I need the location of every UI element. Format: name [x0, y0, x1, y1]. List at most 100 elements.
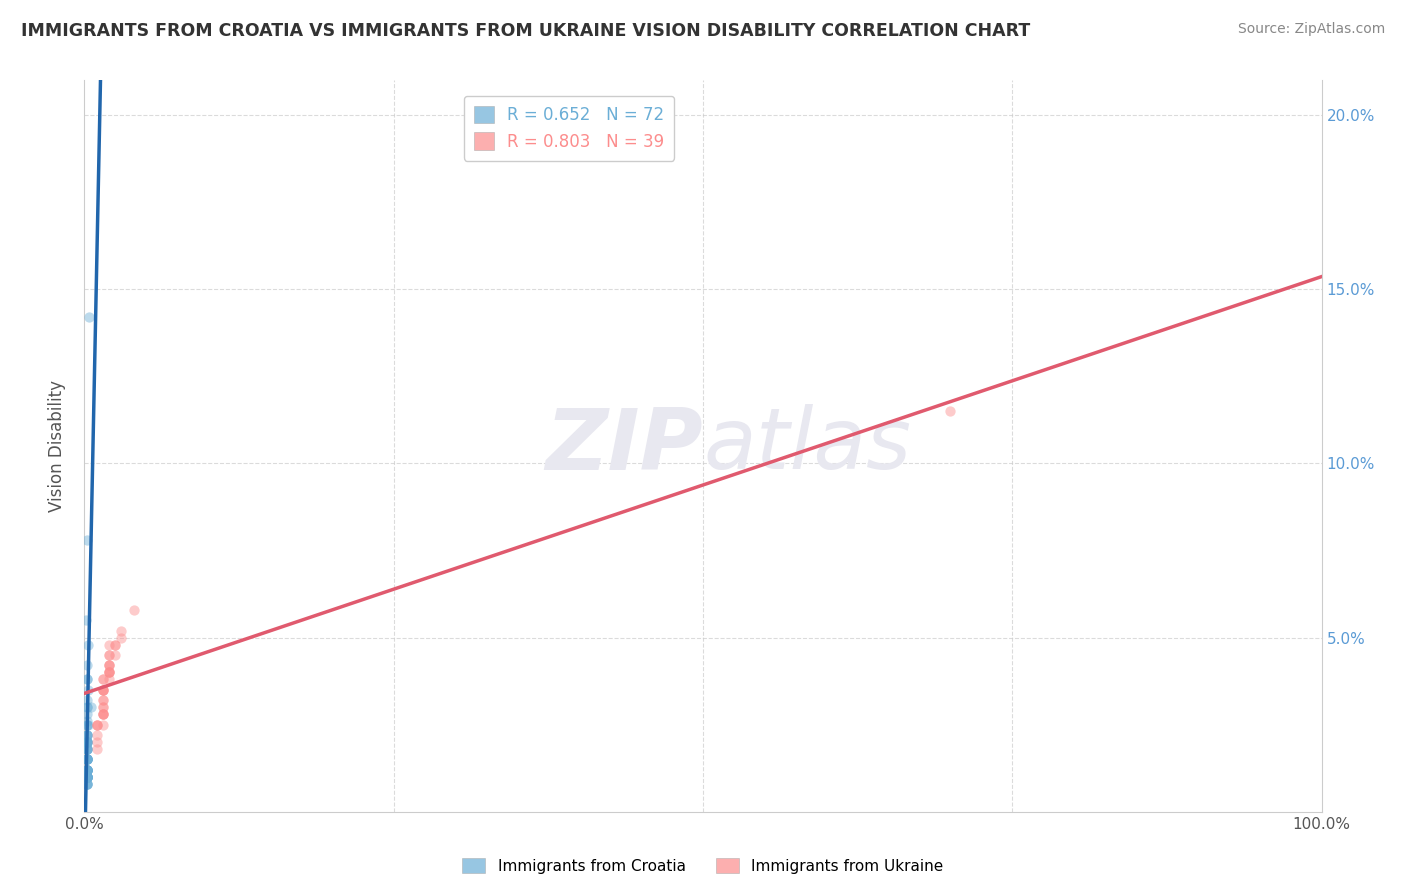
Point: [91, 673, 114, 687]
Point: [76, 742, 98, 756]
Point: [76, 770, 98, 784]
Point: [76, 742, 98, 756]
Point: [76, 700, 98, 714]
Point: [98, 665, 121, 680]
Point: [76, 770, 98, 784]
Point: [76, 763, 98, 777]
Point: [91, 700, 114, 714]
Point: [110, 631, 132, 645]
Point: [76, 735, 98, 749]
Point: [76, 752, 98, 766]
Point: [76, 735, 98, 749]
Point: [76, 770, 98, 784]
Point: [76, 770, 98, 784]
Point: [76, 770, 98, 784]
Point: [91, 700, 114, 714]
Point: [77, 682, 100, 697]
Point: [104, 638, 127, 652]
Point: [76, 777, 98, 791]
Point: [91, 682, 114, 697]
Point: [76, 763, 98, 777]
Point: [76, 770, 98, 784]
Point: [76, 770, 98, 784]
Point: [76, 728, 98, 742]
Y-axis label: Vision Disability: Vision Disability: [48, 380, 66, 512]
Point: [91, 707, 114, 722]
Point: [939, 404, 962, 418]
Point: [76, 763, 98, 777]
Point: [76, 763, 98, 777]
Point: [86, 735, 108, 749]
Point: [91, 682, 114, 697]
Point: [77, 717, 100, 731]
Point: [86, 742, 108, 756]
Point: [86, 717, 108, 731]
Point: [76, 752, 98, 766]
Point: [76, 717, 98, 731]
Point: [86, 717, 108, 731]
Point: [76, 752, 98, 766]
Point: [76, 658, 98, 673]
Point: [76, 770, 98, 784]
Point: [76, 770, 98, 784]
Point: [76, 763, 98, 777]
Point: [76, 752, 98, 766]
Point: [98, 665, 121, 680]
Point: [98, 638, 121, 652]
Point: [76, 735, 98, 749]
Point: [76, 717, 98, 731]
Point: [79, 700, 101, 714]
Point: [76, 763, 98, 777]
Point: [76, 770, 98, 784]
Point: [76, 763, 98, 777]
Point: [76, 763, 98, 777]
Point: [76, 752, 98, 766]
Point: [76, 728, 98, 742]
Point: [76, 752, 98, 766]
Point: [98, 665, 121, 680]
Point: [76, 770, 98, 784]
Point: [104, 638, 127, 652]
Point: [76, 777, 98, 791]
Legend: Immigrants from Croatia, Immigrants from Ukraine: Immigrants from Croatia, Immigrants from…: [457, 852, 949, 880]
Point: [98, 648, 121, 662]
Point: [76, 728, 98, 742]
Point: [76, 707, 98, 722]
Point: [76, 752, 98, 766]
Point: [98, 665, 121, 680]
Point: [91, 693, 114, 707]
Point: [76, 533, 98, 547]
Point: [91, 717, 114, 731]
Legend: R = 0.652   N = 72, R = 0.803   N = 39: R = 0.652 N = 72, R = 0.803 N = 39: [464, 96, 675, 161]
Point: [98, 658, 121, 673]
Point: [91, 707, 114, 722]
Point: [98, 648, 121, 662]
Point: [86, 728, 108, 742]
Point: [76, 673, 98, 687]
Point: [76, 763, 98, 777]
Text: IMMIGRANTS FROM CROATIA VS IMMIGRANTS FROM UKRAINE VISION DISABILITY CORRELATION: IMMIGRANTS FROM CROATIA VS IMMIGRANTS FR…: [21, 22, 1031, 40]
Point: [91, 707, 114, 722]
Point: [76, 763, 98, 777]
Point: [98, 658, 121, 673]
Point: [76, 673, 98, 687]
Point: [76, 770, 98, 784]
Point: [98, 658, 121, 673]
Point: [91, 673, 114, 687]
Text: atlas: atlas: [703, 404, 911, 488]
Point: [91, 682, 114, 697]
Point: [76, 752, 98, 766]
Point: [76, 763, 98, 777]
Point: [76, 742, 98, 756]
Point: [76, 714, 98, 728]
Point: [76, 728, 98, 742]
Point: [76, 735, 98, 749]
Point: [104, 648, 127, 662]
Point: [91, 682, 114, 697]
Point: [76, 777, 98, 791]
Point: [86, 717, 108, 731]
Point: [76, 742, 98, 756]
Point: [76, 770, 98, 784]
Point: [76, 770, 98, 784]
Point: [91, 707, 114, 722]
